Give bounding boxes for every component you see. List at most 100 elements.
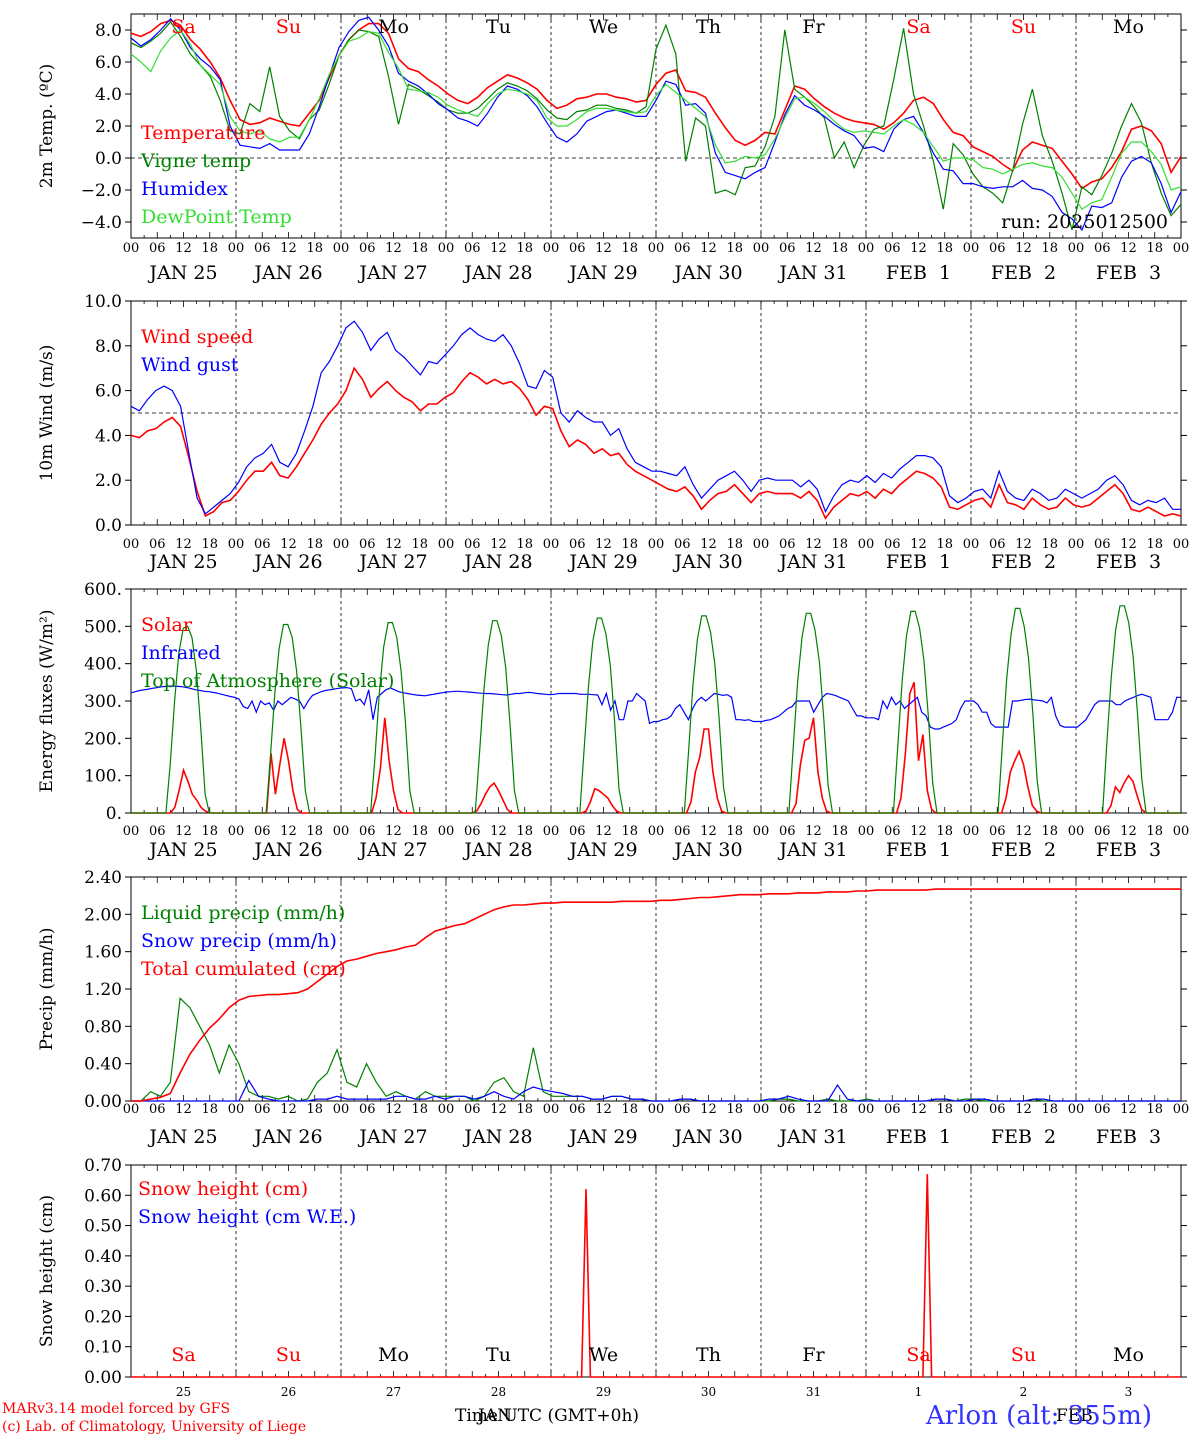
- hour-label: 18: [1146, 1102, 1163, 1117]
- y-tick-label: 0.70: [84, 1156, 122, 1176]
- y-axis-label: Energy fluxes (W/m²): [37, 610, 57, 793]
- hour-label: 06: [884, 824, 901, 839]
- date-label: JAN 29: [567, 839, 637, 861]
- hour-label: 00: [963, 537, 980, 552]
- weekday-label: Sa: [171, 1344, 195, 1366]
- hour-label: 12: [595, 1102, 612, 1117]
- hour-label: 12: [280, 824, 297, 839]
- series-line: [130, 29, 1182, 211]
- series-line: [130, 19, 1182, 190]
- hour-label: 00: [963, 241, 980, 256]
- hour-label: 12: [490, 241, 507, 256]
- hour-label: 00: [228, 1102, 245, 1117]
- y-tick-label: 0.0: [95, 516, 122, 536]
- hour-label: 06: [884, 1102, 901, 1117]
- date-label: JAN 26: [252, 551, 322, 573]
- date-label: FEB 1: [886, 551, 951, 573]
- hour-label: 18: [621, 824, 638, 839]
- hour-label: 06: [149, 1102, 166, 1117]
- date-label: JAN 31: [777, 551, 847, 573]
- y-axis-label: 10m Wind (m/s): [37, 345, 57, 482]
- date-label: JAN 27: [357, 839, 427, 861]
- hour-label: 18: [411, 824, 428, 839]
- hour-label: 00: [438, 537, 455, 552]
- hour-label: 00: [963, 1102, 980, 1117]
- y-tick-label: 6.0: [95, 382, 122, 402]
- hour-label: 06: [674, 537, 691, 552]
- chart-panel-1: [125, 13, 1187, 239]
- hour-label: 06: [359, 1102, 376, 1117]
- weekday-label: We: [589, 1344, 618, 1366]
- y-tick-label: 2.00: [84, 905, 122, 925]
- hour-label: 00: [228, 241, 245, 256]
- day-number-label: 26: [281, 1385, 296, 1399]
- hour-label: 18: [1146, 537, 1163, 552]
- hour-label: 00: [1173, 824, 1190, 839]
- chart-panel-4: [125, 876, 1187, 1102]
- hour-label: 12: [385, 824, 402, 839]
- weekday-label: Su: [276, 16, 301, 38]
- weekday-label: Mo: [378, 1344, 409, 1366]
- y-tick-label: 2.0: [95, 117, 122, 137]
- chart-panel-3: [125, 588, 1187, 814]
- hour-label: 06: [359, 824, 376, 839]
- chart-panel-5: [125, 1164, 1187, 1378]
- hour-label: 18: [201, 824, 218, 839]
- hour-label: 18: [411, 241, 428, 256]
- date-label: JAN 29: [567, 262, 637, 284]
- weekday-label: We: [589, 16, 618, 38]
- weekday-label: Fr: [802, 16, 825, 38]
- day-number-label: 31: [806, 1385, 821, 1399]
- hour-label: 00: [543, 537, 560, 552]
- hour-label: 00: [648, 241, 665, 256]
- y-tick-label: 400.: [84, 655, 122, 675]
- y-axis-label: 2m Temp. (ºC): [37, 64, 57, 189]
- weekday-label: Sa: [906, 16, 930, 38]
- hour-label: 18: [726, 241, 743, 256]
- hour-label: 00: [753, 1102, 770, 1117]
- y-tick-label: 4.0: [95, 85, 122, 105]
- month-label-feb: FEB: [1056, 1406, 1093, 1426]
- hour-label: 18: [306, 1102, 323, 1117]
- hour-label: 18: [936, 537, 953, 552]
- legend-entry: Wind gust: [141, 354, 239, 376]
- hour-label: 12: [1120, 824, 1137, 839]
- hour-label: 00: [858, 537, 875, 552]
- y-tick-label: 0.00: [84, 1368, 122, 1388]
- date-label: JAN 30: [672, 1126, 742, 1148]
- footer-credits: MARv3.14 model forced by GFS (c) Lab. of…: [2, 1400, 306, 1436]
- hour-label: 06: [359, 537, 376, 552]
- hour-label: 12: [805, 241, 822, 256]
- y-tick-label: 500.: [84, 617, 122, 637]
- day-number-label: 27: [386, 1385, 401, 1399]
- hour-label: 18: [726, 1102, 743, 1117]
- legend-entry: Liquid precip (mm/h): [141, 902, 345, 924]
- lab-credit: (c) Lab. of Climatology, University of L…: [2, 1419, 307, 1435]
- y-tick-label: 8.0: [95, 21, 122, 41]
- weekday-label: Th: [696, 16, 721, 38]
- date-label: JAN 25: [147, 262, 217, 284]
- hour-label: 06: [569, 1102, 586, 1117]
- date-label: JAN 30: [672, 262, 742, 284]
- hour-label: 18: [1041, 1102, 1058, 1117]
- hour-label: 18: [201, 1102, 218, 1117]
- date-label: FEB 2: [991, 262, 1056, 284]
- series-line: [130, 685, 1181, 730]
- month-label-jan: JAN: [478, 1406, 512, 1426]
- date-label: JAN 25: [147, 839, 217, 861]
- model-credit: MARv3.14 model forced by GFS: [2, 1401, 231, 1417]
- y-tick-label: 100.: [84, 767, 122, 787]
- weekday-label: Sa: [906, 1344, 930, 1366]
- hour-label: 00: [228, 537, 245, 552]
- hour-label: 18: [831, 537, 848, 552]
- hour-label: 12: [700, 1102, 717, 1117]
- hour-label: 06: [254, 824, 271, 839]
- hour-label: 06: [779, 537, 796, 552]
- hour-label: 18: [306, 241, 323, 256]
- hour-label: 00: [858, 1102, 875, 1117]
- y-tick-label: 0.50: [84, 1217, 122, 1237]
- date-label: JAN 27: [357, 262, 427, 284]
- hour-label: 00: [858, 824, 875, 839]
- hour-label: 12: [700, 241, 717, 256]
